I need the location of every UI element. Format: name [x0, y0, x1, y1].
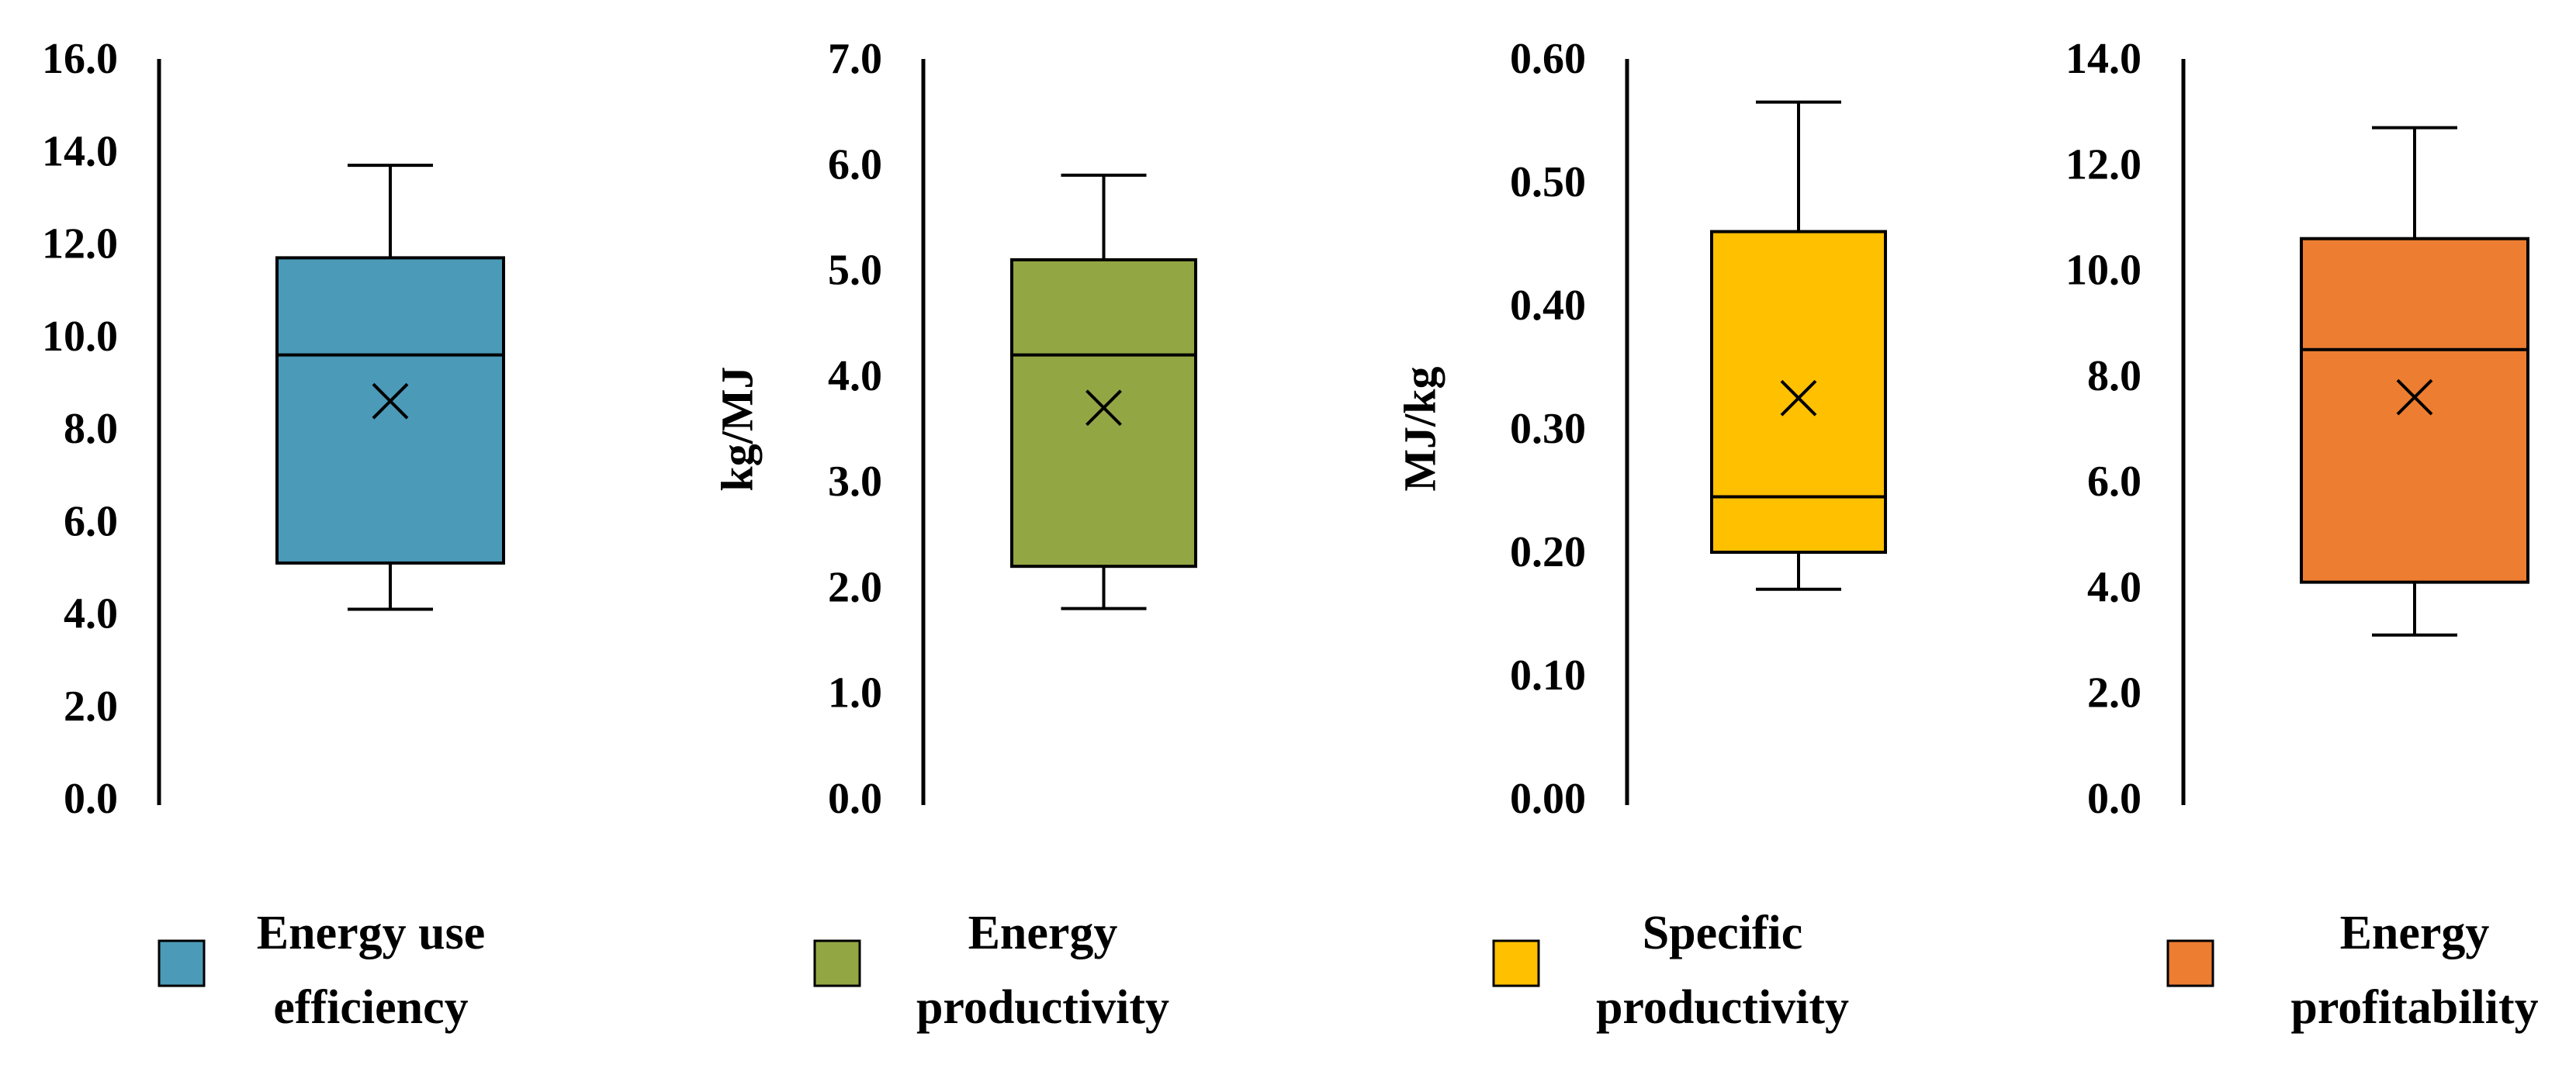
legend-swatch [2166, 939, 2214, 987]
y-tick-label: 4.0 [64, 590, 118, 638]
legend-label: Energy use [257, 907, 486, 959]
legend-item: Specific productivity [1492, 907, 1849, 1034]
iqr-box [1710, 230, 1887, 554]
y-tick-label: 0.0 [828, 775, 882, 823]
y-tick-label: 16.0 [42, 35, 118, 83]
y-tick-label: 6.0 [64, 497, 118, 545]
legend-label: Energy [968, 907, 1118, 959]
mean-marker [372, 382, 409, 420]
y-tick-label: 2.0 [2087, 669, 2141, 717]
y-tick-label: 0.60 [1510, 35, 1586, 83]
y-tick-label: 1.0 [828, 669, 882, 717]
y-tick-label: 0.10 [1510, 652, 1586, 700]
chart-panel-2: 0.0 1.0 2.0 3.0 4.0 5.0 6.0 7.0 kg/MJ Energy produ… [712, 35, 1197, 1034]
y-tick-label: 6.0 [2087, 458, 2141, 506]
legend-item: Energy use efficiency [158, 907, 486, 1034]
mean-marker-stroke [1085, 389, 1122, 427]
y-tick-label: 4.0 [2087, 563, 2141, 611]
y-tick-label: 4.0 [828, 352, 882, 400]
legend-label: Specific [1643, 907, 1803, 959]
y-tick-label: 14.0 [42, 127, 118, 175]
legend-label: profitability [2290, 981, 2538, 1034]
y-axis-title: kg/MJ [712, 366, 763, 491]
y-tick-label: 2.0 [828, 563, 882, 611]
y-tick-label: 10.0 [2065, 247, 2141, 295]
y-tick-label: 0.0 [2087, 775, 2141, 823]
chart-panel-3: 0.00 0.10 0.20 0.30 0.40 0.50 0.60 MJ/kg Specifi… [1395, 35, 1887, 1034]
y-tick-label: 12.0 [42, 220, 118, 268]
chart-panel-1: 0.0 2.0 4.0 6.0 8.0 10.0 12.0 14.0 16.0 Energy us… [42, 35, 505, 1034]
legend-item: Energy productivity [813, 907, 1169, 1034]
y-tick-label: 3.0 [828, 458, 882, 506]
mean-marker-stroke [2396, 378, 2433, 416]
y-tick-label: 10.0 [42, 313, 118, 361]
iqr-box [1010, 258, 1197, 569]
y-tick-label: 6.0 [828, 140, 882, 188]
y-tick-label: 12.0 [2065, 140, 2141, 188]
mean-marker [1085, 389, 1122, 427]
mean-marker-stroke [1780, 379, 1817, 417]
chart-panel-4: 0.0 2.0 4.0 6.0 8.0 10.0 12.0 14.0 Energy profita… [2065, 35, 2539, 1034]
y-tick-label: 5.0 [828, 247, 882, 295]
legend-label: efficiency [273, 981, 468, 1034]
y-tick-label: 0.30 [1510, 405, 1586, 453]
legend-item: Energy profitability [2166, 907, 2539, 1034]
legend-label: Energy [2340, 907, 2490, 959]
y-axis-title: MJ/kg [1395, 366, 1446, 491]
y-tick-label: 0.50 [1510, 158, 1586, 206]
y-tick-label: 0.20 [1510, 528, 1586, 576]
iqr-box [2300, 237, 2529, 584]
y-tick-label: 0.0 [64, 775, 118, 823]
mean-marker [1780, 379, 1817, 417]
legend-swatch [813, 939, 861, 987]
mean-marker [2396, 378, 2433, 416]
legend-swatch [158, 939, 206, 987]
mean-marker-stroke [372, 382, 409, 420]
legend-label: productivity [916, 981, 1169, 1034]
y-tick-label: 8.0 [2087, 352, 2141, 400]
y-tick-label: 0.40 [1510, 282, 1586, 330]
y-tick-label: 14.0 [2065, 35, 2141, 83]
y-tick-label: 7.0 [828, 35, 882, 83]
y-tick-label: 0.00 [1510, 775, 1586, 823]
iqr-box [275, 256, 505, 565]
y-tick-label: 8.0 [64, 405, 118, 453]
legend-swatch [1492, 939, 1540, 987]
y-tick-label: 2.0 [64, 683, 118, 731]
legend-label: productivity [1596, 981, 1849, 1034]
